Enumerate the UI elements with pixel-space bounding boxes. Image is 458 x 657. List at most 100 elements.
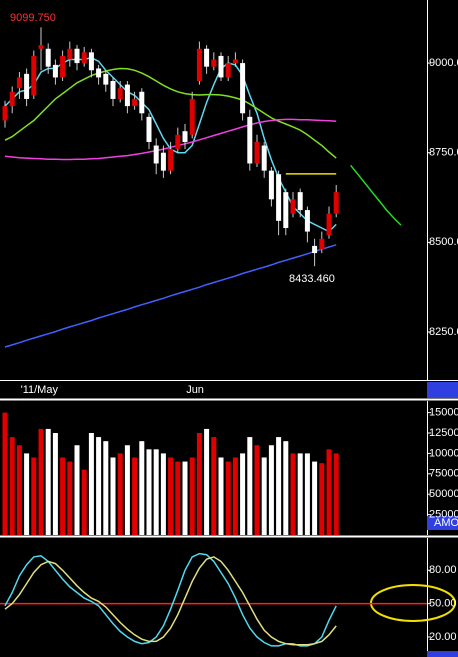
volume-bar [182, 461, 188, 535]
line-series [4, 556, 337, 646]
candle-body [139, 91, 145, 114]
line-series [4, 552, 337, 647]
volume-bar [110, 457, 116, 535]
volume-bar [16, 445, 22, 535]
candle-body [254, 141, 260, 164]
high-annotation: 9099.750 [10, 12, 56, 24]
volume-bar [132, 457, 138, 535]
x-tick-label: Jun [186, 384, 204, 396]
y-tick-label: 150000 [429, 407, 458, 419]
y-tick-label: 8750.00 [429, 147, 458, 159]
candle-body [333, 192, 339, 214]
volume-bar [81, 469, 87, 535]
volume-bar [283, 441, 289, 535]
candle-body [175, 134, 181, 150]
volume-bar [139, 441, 145, 535]
y-tick-label: 125000 [429, 427, 458, 439]
y-tick-label: 8500.00 [429, 236, 458, 248]
y-tick-label: 25000 [429, 509, 458, 521]
y-tick-label: 100000 [429, 447, 458, 459]
line-series [4, 244, 337, 348]
candle-body [24, 73, 30, 99]
volume-bar [67, 461, 73, 535]
volume-bar [168, 457, 174, 535]
volume-bar [2, 412, 8, 535]
candle-body [261, 145, 267, 171]
candle-body [283, 192, 289, 228]
volume-label: AMO [434, 517, 458, 529]
volume-bar [124, 445, 130, 535]
y-tick-label: 50000 [429, 488, 458, 500]
candle-body [146, 116, 152, 142]
candle-body [67, 48, 73, 60]
candle-body [268, 170, 274, 200]
volume-bar [60, 457, 66, 535]
candle-body [312, 245, 318, 254]
volume-bar [96, 437, 102, 535]
volume-bar [24, 453, 30, 535]
y-tick-label: 9000.00 [429, 57, 458, 69]
candle-body [96, 68, 102, 78]
candle-body [168, 149, 174, 171]
line-series [4, 67, 337, 159]
label-box [427, 516, 458, 530]
volume-bar [225, 461, 231, 535]
candle-body [247, 116, 253, 164]
candle-body [74, 48, 80, 64]
volume-bar [160, 453, 166, 535]
candle-body [204, 48, 210, 67]
x-tick-label: '11/May [21, 384, 59, 396]
volume-bar [240, 453, 246, 535]
candle-body [81, 52, 87, 64]
candle-body [38, 45, 44, 49]
candle-body [52, 64, 58, 78]
volume-bar [103, 441, 109, 535]
candle-body [232, 59, 238, 64]
label-box [427, 651, 458, 657]
candle-body [16, 77, 22, 89]
volume-bar [196, 433, 202, 535]
volume-bar [297, 453, 303, 535]
volume-bar [9, 437, 15, 535]
y-tick-label: 8250.00 [429, 326, 458, 338]
volume-bar [261, 457, 267, 535]
candle-body [45, 48, 51, 67]
candle-body [153, 145, 159, 164]
candle-body [124, 84, 130, 107]
volume-bar [146, 449, 152, 535]
volume-bar [175, 461, 181, 535]
candle-body [304, 210, 310, 232]
volume-bar [290, 453, 296, 535]
candle-body [88, 52, 94, 71]
volume-bar [268, 445, 274, 535]
volume-bar [232, 457, 238, 535]
volume-bar [254, 445, 260, 535]
volume-bar [211, 437, 217, 535]
candle-body [103, 73, 109, 85]
volume-bar [276, 437, 282, 535]
candle-body [196, 48, 202, 82]
candle-body [297, 192, 303, 211]
volume-bar [88, 433, 94, 535]
volume-bar [218, 457, 224, 535]
y-tick-label: 80.00 [429, 564, 457, 576]
candle-body [117, 88, 123, 99]
candle-body [225, 63, 231, 78]
candle-body [218, 55, 224, 78]
y-tick-label: 20.00 [429, 631, 457, 643]
volume-bar [247, 437, 253, 535]
candle-body [9, 91, 15, 107]
line-series [350, 164, 402, 226]
volume-bar [153, 449, 159, 535]
volume-bar [31, 457, 37, 535]
volume-bar [204, 428, 210, 535]
volume-bar [189, 457, 195, 535]
volume-bar [319, 463, 325, 535]
candle-body [60, 55, 66, 78]
y-tick-label: 75000 [429, 468, 458, 480]
candle-body [319, 238, 325, 250]
volume-bar [326, 449, 332, 535]
volume-bar [333, 453, 339, 535]
